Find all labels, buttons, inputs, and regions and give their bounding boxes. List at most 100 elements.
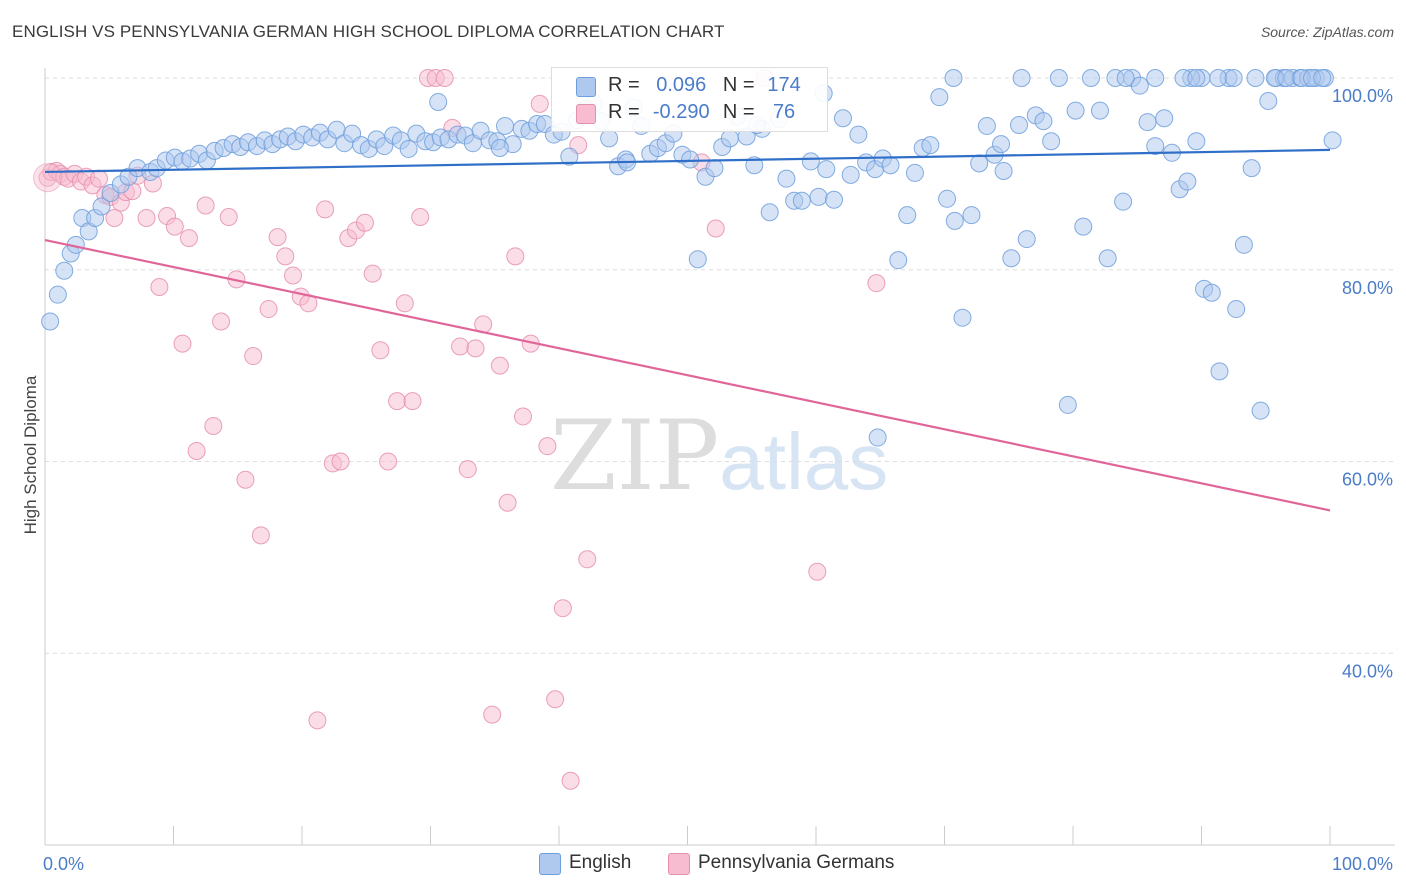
- german-point: [244, 347, 263, 366]
- english-point: [921, 136, 940, 155]
- english-point: [490, 138, 509, 157]
- german-point: [150, 278, 169, 297]
- english-point: [905, 163, 924, 182]
- english-point: [881, 156, 900, 175]
- german-point: [506, 247, 525, 266]
- english-point: [1277, 69, 1296, 87]
- tick-labels: 100.0% 80.0% 60.0% 40.0% 0.0% 100.0% High Scho…: [21, 86, 1393, 874]
- german-point: [435, 69, 454, 87]
- n-label: N =: [722, 101, 755, 123]
- english-point: [1210, 362, 1229, 381]
- german-legend-label: Pennsylvania Germans: [698, 852, 895, 873]
- english-point: [817, 160, 836, 179]
- english-point: [945, 211, 964, 230]
- german-point: [867, 274, 886, 293]
- english-point: [1098, 249, 1117, 268]
- german-point: [89, 169, 108, 188]
- german-point: [395, 294, 414, 313]
- german-point: [561, 771, 580, 790]
- english-r-value: 0.096: [656, 74, 707, 96]
- english-point: [496, 116, 515, 135]
- german-point: [204, 417, 223, 436]
- english-point: [399, 139, 418, 158]
- german-point: [316, 200, 335, 219]
- english-point: [688, 250, 707, 269]
- watermark-atlas: atlas: [719, 417, 889, 506]
- english-point: [760, 203, 779, 222]
- german-point: [451, 337, 470, 356]
- english-point: [777, 169, 796, 188]
- r-label: R =: [608, 74, 640, 96]
- english-point: [938, 189, 957, 208]
- english-point: [809, 187, 828, 206]
- german-point: [538, 437, 557, 456]
- english-point: [1246, 69, 1265, 87]
- german-point: [284, 266, 303, 285]
- german-point: [483, 705, 502, 724]
- german-point: [379, 452, 398, 471]
- english-point: [55, 261, 74, 280]
- watermark: ZIPatlas: [550, 400, 888, 512]
- german-point: [546, 690, 565, 709]
- english-point: [1012, 69, 1031, 87]
- y-tick-label: 80.0%: [1342, 278, 1393, 298]
- y-tick-label: 40.0%: [1342, 661, 1393, 681]
- english-point: [977, 116, 996, 135]
- english-point: [92, 197, 111, 216]
- german-point: [251, 526, 270, 545]
- english-point: [833, 109, 852, 128]
- german-point: [196, 196, 215, 215]
- source-label: Source: ZipAtlas.com: [1260, 24, 1394, 40]
- english-point: [1187, 132, 1206, 151]
- german-r-value: -0.290: [652, 101, 710, 123]
- german-point: [165, 217, 184, 236]
- german-legend-swatch: [668, 853, 690, 875]
- english-legend-label: English: [569, 852, 632, 873]
- english-point: [1066, 101, 1085, 120]
- x-tick-label: 100.0%: [1332, 854, 1393, 874]
- german-point: [498, 493, 517, 512]
- n-label: N =: [722, 74, 755, 96]
- english-point: [889, 251, 908, 270]
- english-point: [1234, 235, 1253, 254]
- english-point: [1017, 230, 1036, 249]
- english-point: [944, 69, 963, 87]
- german-n-value: 76: [772, 101, 796, 123]
- english-point: [1081, 69, 1100, 87]
- english-point: [1323, 131, 1342, 150]
- english-point: [720, 129, 739, 148]
- english-point: [1049, 69, 1068, 87]
- x-tick-label: 0.0%: [43, 854, 84, 874]
- english-swatch: [576, 77, 596, 97]
- english-point: [1227, 300, 1246, 319]
- english-point: [1130, 76, 1149, 95]
- english-point: [953, 308, 972, 327]
- english-point: [1074, 217, 1093, 236]
- german-point: [308, 711, 327, 730]
- english-n-value: 174: [767, 74, 801, 96]
- english-point: [930, 88, 949, 107]
- english-point: [1178, 172, 1197, 191]
- english-point: [705, 159, 724, 178]
- english-point: [1002, 249, 1021, 268]
- english-point: [1259, 92, 1278, 111]
- german-point: [331, 452, 350, 471]
- english-point: [1010, 115, 1029, 134]
- english-point: [1209, 69, 1228, 87]
- english-point: [792, 191, 811, 210]
- german-point: [490, 356, 509, 375]
- german-point: [553, 599, 572, 618]
- english-point: [681, 150, 700, 169]
- german-point: [411, 208, 430, 227]
- german-trend-line: [44, 238, 1331, 512]
- german-point: [371, 341, 390, 360]
- english-point: [824, 190, 843, 209]
- english-point: [560, 147, 579, 166]
- german-point: [530, 94, 549, 113]
- english-point: [1058, 395, 1077, 414]
- english-point: [1146, 137, 1165, 156]
- english-point: [1251, 401, 1270, 420]
- english-point: [1224, 69, 1243, 87]
- english-point: [1146, 69, 1165, 87]
